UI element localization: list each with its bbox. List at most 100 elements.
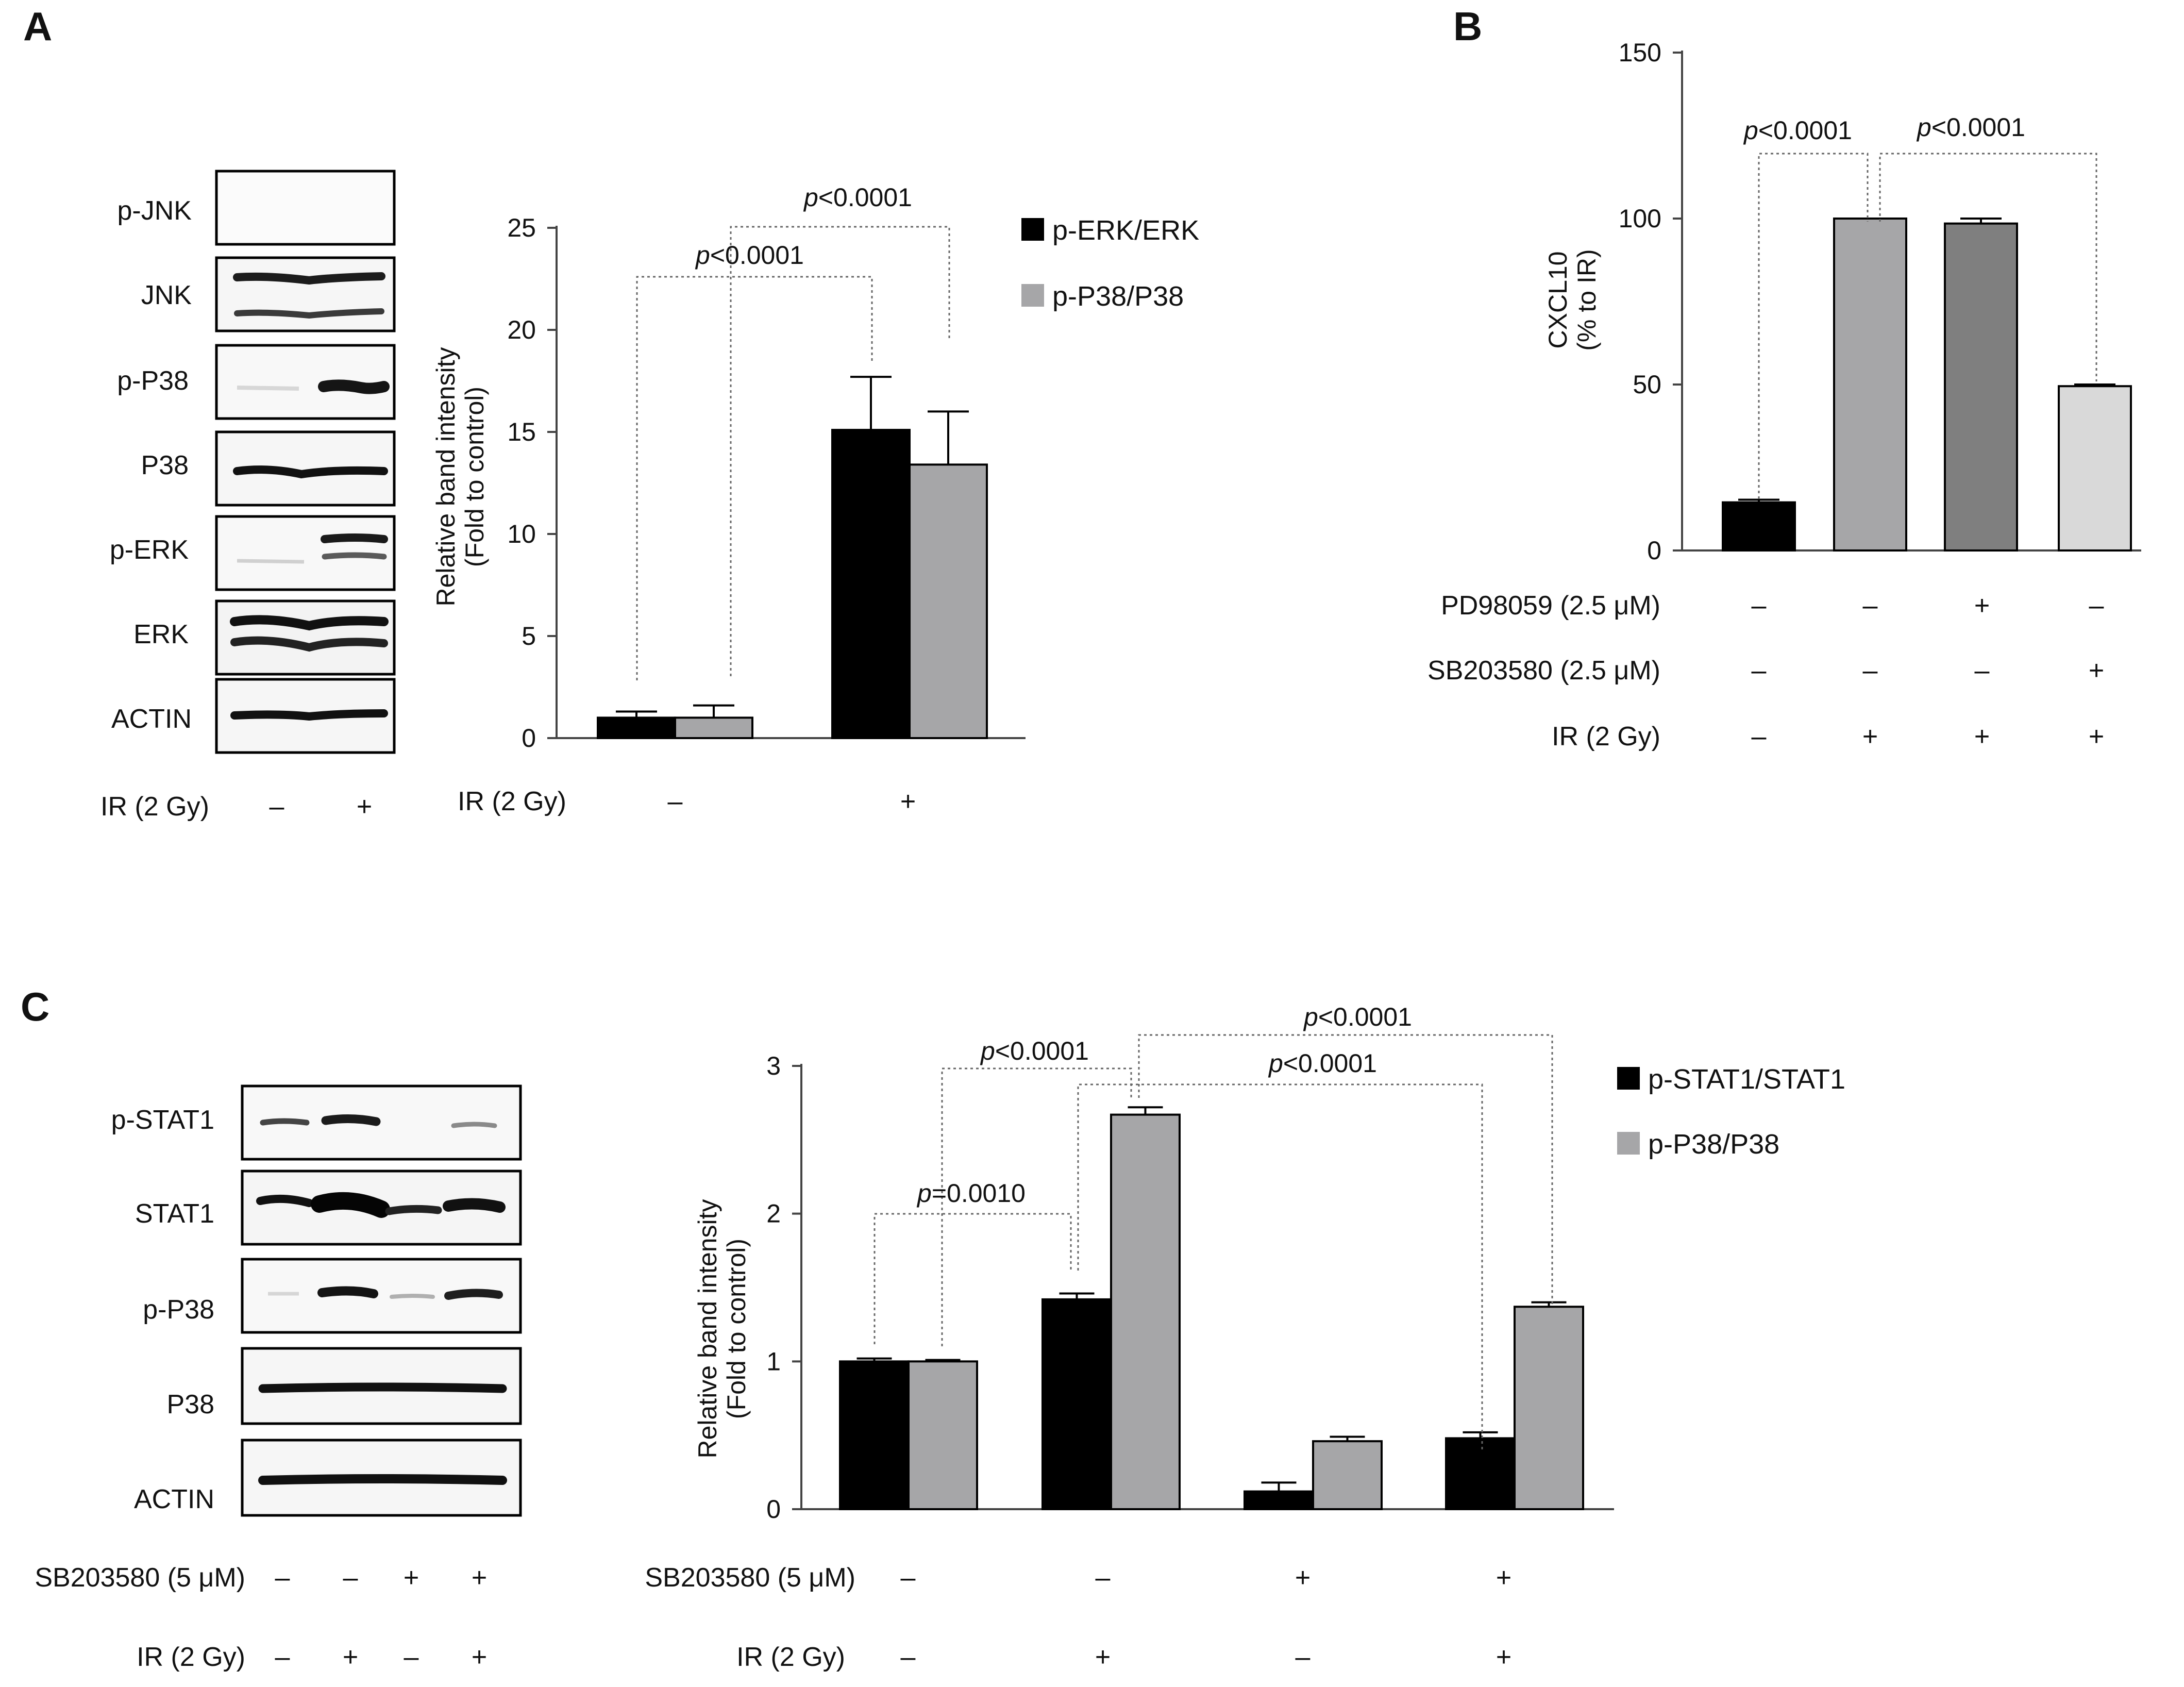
blot-box-p-p38	[215, 344, 396, 420]
condition-label: IR (2 Gy)	[1552, 722, 1660, 751]
condition-label: PD98059 (2.5 μM)	[1441, 591, 1660, 621]
y-tick-label: 100	[1619, 204, 1661, 233]
blot-row-label: ERK	[133, 620, 189, 649]
band	[260, 1118, 310, 1126]
significance-brackets-b	[1758, 153, 2097, 499]
blot-row-label: p-P38	[143, 1295, 214, 1325]
chart-c-condition-value: +	[1295, 1563, 1311, 1593]
band	[237, 559, 305, 564]
legend-swatch	[1021, 284, 1044, 307]
chart-a-condition-value: –	[668, 787, 683, 816]
band	[321, 533, 388, 543]
blot-condition-value: –	[275, 1563, 290, 1593]
bar	[1722, 501, 1796, 552]
condition-value: +	[2089, 722, 2104, 751]
blot-condition-value: +	[343, 1642, 358, 1672]
band	[230, 615, 389, 631]
bar	[674, 716, 753, 740]
y-tick-label: 0	[1647, 536, 1661, 565]
blot-box-p-jnk	[215, 170, 396, 246]
band	[390, 1294, 435, 1299]
p-value-label: p<0.0001	[1268, 1049, 1377, 1078]
condition-label: SB203580 (2.5 μM)	[1427, 656, 1660, 686]
band	[258, 1474, 507, 1485]
y-tick-label: 2	[766, 1199, 781, 1228]
blot-row-label: p-JNK	[117, 196, 192, 226]
blot-box-jnk	[215, 256, 396, 332]
chart-c: 0 1 2 3 Relative band intensity(Fold to cont…	[693, 1051, 1845, 1524]
blot-row-label: p-ERK	[110, 535, 189, 565]
legend-label: p-P38/P38	[1648, 1129, 1779, 1160]
blot-row-label: ACTIN	[134, 1484, 214, 1514]
y-tick-label: 1	[766, 1347, 781, 1376]
condition-value: +	[1862, 722, 1878, 751]
western-blot-c: p-STAT1 STAT1 p-P38 P38 ACTIN SB203580 (…	[35, 1084, 522, 1672]
chart-c-condition-label: SB203580 (5 μM)	[645, 1563, 855, 1593]
blot-condition-value: –	[275, 1642, 290, 1672]
chart-c-condition-value: –	[901, 1563, 916, 1593]
chart-c-condition-value: –	[1096, 1563, 1111, 1593]
bar	[1944, 222, 2018, 552]
chart-b-conditions: PD98059 (2.5 μM) SB203580 (2.5 μM) IR (2…	[1427, 591, 2104, 751]
band	[443, 1198, 506, 1213]
legend-label: p-ERK/ERK	[1052, 215, 1199, 246]
bar	[831, 429, 911, 739]
blot-row-label: P38	[141, 450, 189, 480]
condition-value: –	[1863, 656, 1878, 686]
blot-condition-value: +	[472, 1642, 487, 1672]
blot-condition-value: –	[270, 792, 284, 822]
condition-value: +	[1974, 722, 1990, 751]
blot-condition-value: +	[472, 1563, 487, 1593]
band	[311, 1192, 390, 1218]
band	[318, 379, 390, 394]
y-tick-label: 20	[507, 315, 536, 344]
band	[451, 1122, 497, 1128]
significance-brackets-a	[636, 226, 950, 680]
panel-label-a: A	[23, 4, 52, 49]
bar	[1514, 1306, 1584, 1510]
blot-row-label: P38	[166, 1390, 214, 1419]
blot-row-label: p-P38	[117, 366, 189, 396]
bar	[597, 716, 676, 740]
p-value-label: p<0.0001	[803, 183, 912, 212]
legend-swatch	[1617, 1067, 1640, 1090]
p-value-label: p<0.0001	[1916, 113, 2025, 142]
band	[385, 1205, 442, 1215]
condition-value: –	[2089, 591, 2104, 621]
p-value-label: p<0.0001	[695, 241, 804, 270]
y-tick-label: 150	[1619, 38, 1661, 67]
blot-row-label: JNK	[141, 280, 192, 310]
bar	[2058, 385, 2132, 552]
p-value-label: p=0.0010	[916, 1179, 1026, 1208]
condition-value: –	[1752, 656, 1767, 686]
panel-label-b: B	[1453, 4, 1482, 49]
legend-swatch	[1021, 218, 1044, 241]
band	[322, 552, 387, 560]
blot-condition-value: –	[404, 1642, 419, 1672]
blot-condition-value: –	[343, 1563, 358, 1593]
condition-value: +	[2089, 656, 2104, 686]
chart-c-condition-label: IR (2 Gy)	[736, 1642, 845, 1672]
bar	[1244, 1490, 1314, 1511]
condition-value: –	[1752, 722, 1767, 751]
bar	[908, 1360, 978, 1510]
chart-a-condition-label: IR (2 Gy)	[458, 787, 566, 816]
band	[258, 1382, 507, 1393]
condition-value: –	[1752, 591, 1767, 621]
band	[233, 272, 385, 285]
legend-label: p-P38/P38	[1052, 281, 1184, 312]
legend-label: p-STAT1/STAT1	[1648, 1064, 1845, 1095]
bar	[1041, 1298, 1112, 1511]
chart-a-condition-value: +	[900, 787, 916, 816]
band	[256, 1194, 313, 1207]
y-tick-label: 0	[766, 1495, 781, 1524]
blot-condition-value: +	[404, 1563, 419, 1593]
band	[234, 308, 384, 319]
bar	[1110, 1113, 1181, 1511]
chart-c-condition-value: +	[1496, 1563, 1511, 1593]
condition-value: +	[1974, 591, 1990, 621]
blot-condition-label: IR (2 Gy)	[137, 1642, 245, 1672]
band	[230, 709, 388, 721]
blot-condition-value: +	[357, 792, 372, 822]
